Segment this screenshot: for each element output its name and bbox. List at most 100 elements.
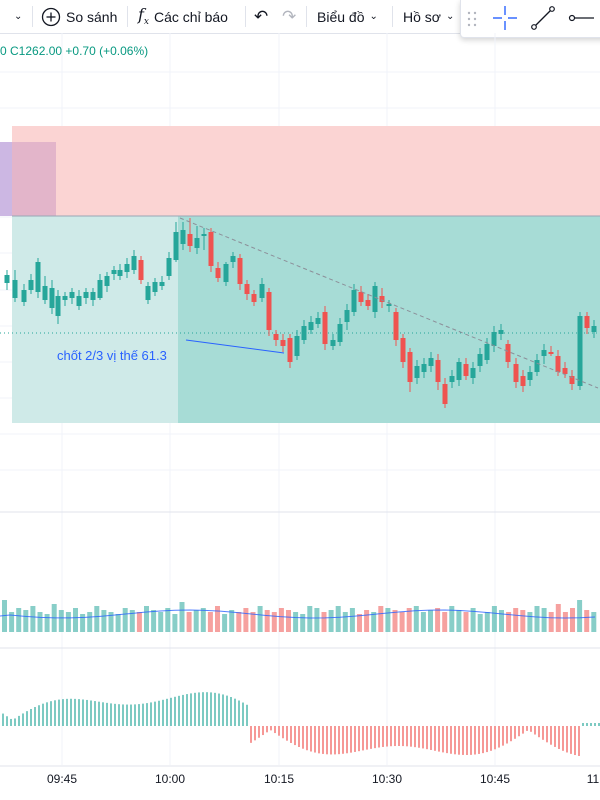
volume-bar [399,612,405,632]
crosshair-icon[interactable] [491,4,519,32]
candle-down [513,364,519,382]
volume-bar [406,608,412,632]
volume-bar [101,610,107,632]
volume-bar [328,610,334,632]
candle-down [569,376,575,384]
stop-loss-zone [12,126,600,216]
volume-bar [37,612,43,632]
time-label-0945: 09:45 [46,772,78,786]
candle-down [400,338,406,362]
volume-bar [9,612,15,632]
volume-bar [271,612,277,632]
drag-handle-icon[interactable] [466,9,478,29]
candle-down [138,260,144,280]
volume-bar [527,612,533,632]
time-label-1045: 10:45 [479,772,511,786]
chart-menu-button[interactable]: Biểu đồ ⌄ [317,0,378,33]
volume-bar [2,600,7,632]
candle-up [4,275,10,283]
candle-up [498,330,504,334]
volume-bar [172,614,178,632]
candle-up [194,238,200,248]
candle-down [215,268,221,278]
volume-bar [385,608,391,632]
volume-bar [158,612,164,632]
volume-bar [449,606,455,632]
volume-bar [215,606,220,632]
time-label-1000: 10:00 [154,772,186,786]
candle-up [69,292,75,298]
volume-bar [555,604,561,632]
interval-dropdown[interactable]: ⌄ [14,0,22,33]
candle-up [21,290,27,302]
undo-button[interactable]: ↶ [254,0,268,33]
volume-bar [499,610,504,632]
candle-up [470,368,476,378]
volume-bar [179,602,185,632]
volume-bar [186,612,192,632]
candle-up [330,340,336,346]
target-zone-right [178,216,600,423]
candle-down [548,352,554,354]
indicators-button[interactable]: fx Các chỉ báo [138,0,228,33]
volume-bar [413,606,419,632]
plus-circle-icon [41,7,61,26]
volume-bar [44,614,50,632]
candle-up [301,326,307,340]
candle-up [76,296,82,306]
selection-highlight-edge [0,142,12,216]
candle-up [201,234,207,236]
redo-button[interactable]: ↷ [282,0,296,33]
volume-bar [577,600,583,632]
candle-up [117,270,123,276]
undo-icon: ↶ [254,6,269,26]
trend-line-icon[interactable] [529,4,557,32]
volume-bar [321,612,327,632]
candle-up [131,256,137,270]
time-label-1030: 10:30 [371,772,403,786]
volume-bar [257,606,263,632]
volume-bar [463,612,469,632]
candle-up [90,292,96,300]
trade-annotation[interactable]: chốt 2/3 vị thế 61.3 [57,348,167,363]
candle-down [393,312,399,340]
volume-bar [307,606,313,632]
volume-bar [87,612,93,632]
volume-bar [378,606,384,632]
candle-down [520,376,526,386]
volume-bar [456,610,462,632]
volume-bar [129,610,135,632]
candle-up [180,230,186,244]
horizontal-ray-icon[interactable] [566,4,596,32]
volume-bar [371,612,377,632]
profile-menu-button[interactable]: Hồ sơ ⌄ [403,0,454,33]
time-label-11: 11 [586,772,600,786]
volume-bar [30,606,36,632]
volume-bar [392,610,398,632]
volume-bar [477,614,483,632]
candle-up [62,296,68,300]
candle-up [49,288,55,308]
volume-bar [506,612,512,632]
volume-bar [23,610,29,632]
candle-down [322,312,328,344]
candle-down [407,352,413,382]
volume-bar [193,610,199,632]
volume-bar [335,606,341,632]
volume-bar [520,610,526,632]
volume-bar [58,610,64,632]
redo-icon: ↷ [282,6,297,26]
candle-up [28,280,34,290]
volume-bar [293,612,299,632]
candle-up [97,280,103,298]
volume-bar [207,612,213,632]
candle-down [187,234,193,246]
candle-up [491,332,497,346]
candle-up [372,286,378,312]
compare-button[interactable]: So sánh [41,0,117,33]
candle-up [527,372,533,380]
candles [4,218,597,408]
drawing-toolbar [460,0,600,38]
candle-up [534,360,540,372]
